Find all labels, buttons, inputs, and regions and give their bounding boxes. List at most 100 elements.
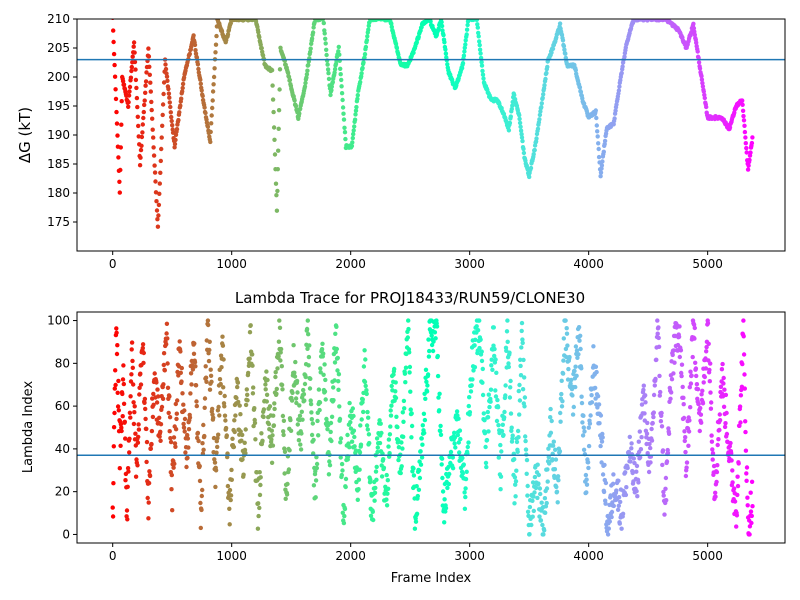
data-point (172, 141, 178, 147)
data-point (304, 72, 310, 77)
data-point (723, 421, 728, 426)
data-point (709, 439, 715, 444)
data-point (353, 112, 358, 117)
data-point (219, 365, 224, 370)
data-point (520, 387, 526, 392)
data-point (162, 368, 167, 373)
data-point (450, 455, 455, 460)
data-point (205, 124, 211, 129)
data-point (679, 373, 684, 379)
data-point (131, 40, 137, 45)
data-point (358, 79, 363, 85)
data-point (488, 387, 494, 392)
data-point (468, 389, 474, 394)
data-point (393, 380, 398, 385)
data-point (139, 143, 144, 148)
data-point (112, 386, 118, 391)
data-point (691, 26, 697, 31)
data-point (639, 402, 645, 407)
data-point (729, 451, 734, 456)
data-point (439, 23, 445, 29)
data-point (144, 426, 149, 432)
data-point (550, 443, 556, 448)
data-point (386, 486, 391, 491)
x-tick-label: 3000 (454, 257, 485, 271)
data-point (245, 398, 250, 403)
data-point (371, 517, 376, 523)
data-point (318, 366, 323, 371)
data-point (256, 501, 261, 506)
data-point (350, 135, 355, 141)
data-point (656, 344, 662, 349)
data-point (576, 352, 581, 357)
data-point (164, 331, 169, 336)
data-point (149, 441, 154, 447)
data-point (453, 445, 458, 450)
data-point (510, 103, 515, 108)
data-point (504, 329, 510, 334)
data-point (627, 434, 632, 440)
data-point (128, 75, 134, 80)
data-point (565, 377, 571, 382)
data-point (155, 217, 160, 222)
data-point (129, 372, 134, 377)
data-point (126, 100, 131, 105)
data-point (377, 418, 382, 423)
data-point (745, 503, 750, 508)
data-point (611, 122, 616, 127)
data-point (655, 331, 660, 336)
data-point (142, 400, 147, 405)
data-point (350, 140, 355, 145)
data-point (322, 389, 328, 394)
data-point (161, 351, 167, 356)
data-point (409, 411, 414, 416)
data-point (585, 460, 591, 465)
data-point (407, 350, 412, 355)
data-point (149, 107, 154, 113)
data-point (549, 418, 554, 424)
data-point (704, 104, 709, 110)
data-point (416, 34, 421, 40)
data-point (537, 112, 543, 118)
data-point (343, 136, 348, 142)
lambda-panel: Lambda Trace for PROJ18433/RUN59/CLONE30… (21, 289, 786, 586)
data-point (305, 68, 310, 73)
data-point (375, 449, 380, 455)
data-point (521, 357, 526, 363)
data-point (423, 396, 428, 401)
data-point (172, 145, 177, 150)
data-point (741, 118, 747, 123)
data-point (336, 49, 341, 54)
data-point (160, 102, 166, 107)
data-point (279, 382, 285, 388)
data-point (240, 432, 245, 438)
data-point (629, 441, 634, 446)
data-point (508, 385, 513, 390)
data-point (493, 388, 498, 393)
data-point (336, 44, 341, 50)
data-point (122, 419, 128, 424)
data-point (168, 436, 173, 441)
data-point (392, 366, 397, 372)
data-point (341, 520, 347, 526)
data-point (353, 108, 359, 113)
data-point (581, 425, 586, 430)
data-point (142, 102, 147, 108)
data-point (700, 388, 705, 393)
data-point (749, 513, 754, 519)
data-point (353, 448, 359, 453)
data-point (258, 482, 263, 488)
lambda-points (110, 318, 755, 537)
data-point (684, 460, 690, 465)
data-point (334, 324, 339, 329)
data-point (294, 378, 300, 384)
data-point (134, 85, 139, 91)
data-point (622, 54, 627, 59)
data-point (638, 455, 643, 460)
data-point (625, 465, 630, 471)
data-point (336, 387, 341, 392)
data-point (114, 330, 119, 335)
data-point (271, 413, 276, 418)
data-point (356, 477, 362, 482)
data-point (337, 416, 343, 422)
